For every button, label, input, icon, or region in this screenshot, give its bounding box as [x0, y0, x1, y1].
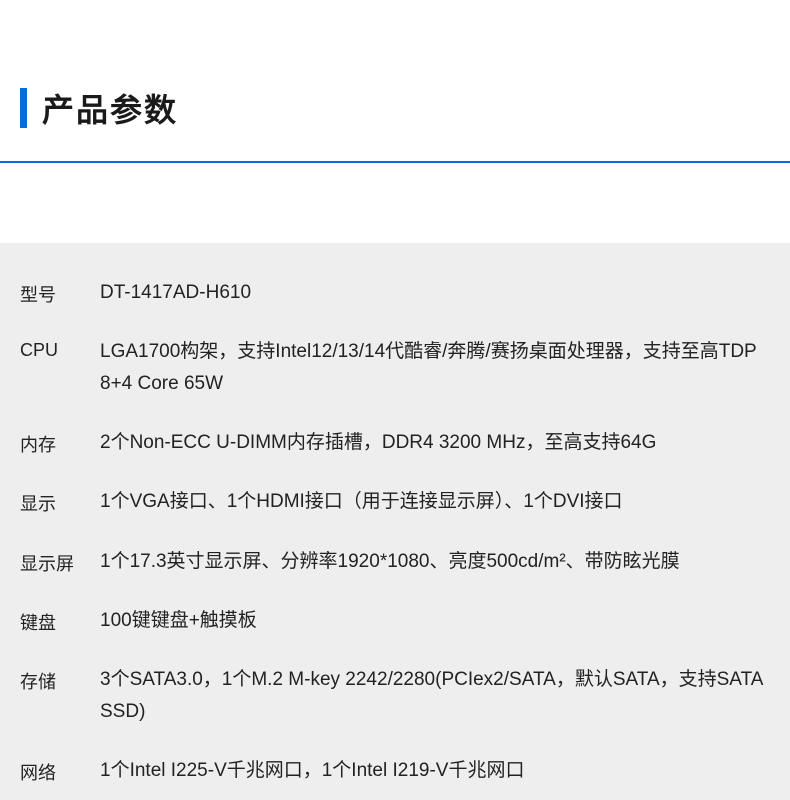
spec-value: DT-1417AD-H610: [92, 277, 770, 308]
spec-label: 内存: [20, 427, 92, 457]
spec-label: 显示屏: [20, 546, 92, 576]
spec-value: LGA1700构架，支持Intel12/13/14代酷睿/奔腾/赛扬桌面处理器，…: [92, 336, 770, 399]
spec-row-storage: 存储 3个SATA3.0，1个M.2 M-key 2242/2280(PCIex…: [0, 650, 790, 741]
spec-value: 100键键盘+触摸板: [92, 605, 770, 636]
specs-table: 型号 DT-1417AD-H610 CPU LGA1700构架，支持Intel1…: [0, 243, 790, 800]
spec-label: 网络: [20, 755, 92, 785]
spec-value: 3个SATA3.0，1个M.2 M-key 2242/2280(PCIex2/S…: [92, 664, 770, 727]
spec-row-memory: 内存 2个Non-ECC U-DIMM内存插槽，DDR4 3200 MHz，至高…: [0, 413, 790, 472]
spec-label: 显示: [20, 486, 92, 516]
header: 产品参数: [0, 0, 790, 163]
spec-label: CPU: [20, 336, 92, 361]
accent-bar: [20, 88, 27, 128]
spec-row-keyboard: 键盘 100键键盘+触摸板: [0, 591, 790, 650]
spec-value: 2个Non-ECC U-DIMM内存插槽，DDR4 3200 MHz，至高支持6…: [92, 427, 770, 458]
spec-row-screen: 显示屏 1个17.3英寸显示屏、分辨率1920*1080、亮度500cd/m²、…: [0, 532, 790, 591]
header-inner: 产品参数: [20, 85, 770, 131]
spec-row-model: 型号 DT-1417AD-H610: [0, 263, 790, 322]
page-title: 产品参数: [42, 85, 178, 131]
spec-value: 1个Intel I225-V千兆网口，1个Intel I219-V千兆网口: [92, 755, 770, 786]
spec-row-display: 显示 1个VGA接口、1个HDMI接口（用于连接显示屏）、1个DVI接口: [0, 472, 790, 531]
spec-row-cpu: CPU LGA1700构架，支持Intel12/13/14代酷睿/奔腾/赛扬桌面…: [0, 322, 790, 413]
spec-row-network: 网络 1个Intel I225-V千兆网口，1个Intel I219-V千兆网口: [0, 741, 790, 800]
spec-value: 1个17.3英寸显示屏、分辨率1920*1080、亮度500cd/m²、带防眩光…: [92, 546, 770, 577]
spec-value: 1个VGA接口、1个HDMI接口（用于连接显示屏）、1个DVI接口: [92, 486, 770, 517]
spec-label: 存储: [20, 664, 92, 694]
spec-label: 键盘: [20, 605, 92, 635]
spec-label: 型号: [20, 277, 92, 307]
